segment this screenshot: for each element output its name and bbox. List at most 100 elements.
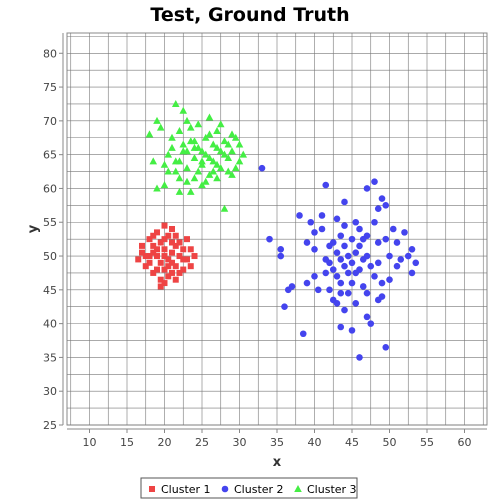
- cluster-1-point: [150, 269, 157, 276]
- cluster-1-point: [146, 259, 153, 266]
- cluster-1-point: [172, 276, 179, 283]
- y-tick-label: 65: [43, 149, 57, 162]
- cluster-2-point: [371, 273, 378, 280]
- cluster-2-point: [341, 262, 348, 270]
- cluster-3-point: [168, 143, 176, 151]
- cluster-3-point: [224, 154, 233, 162]
- cluster-1-point: [142, 253, 149, 260]
- cluster-3-point: [209, 167, 218, 175]
- y-axis-label: y: [26, 224, 41, 233]
- cluster-2-point: [277, 245, 285, 253]
- cluster-1-point: [161, 246, 168, 253]
- legend-box: [140, 477, 358, 499]
- cluster-3-point: [145, 130, 154, 138]
- cluster-1-point: [165, 232, 172, 239]
- cluster-1-point: [169, 269, 175, 276]
- x-axis-label: x: [273, 455, 282, 470]
- cluster-2-point: [363, 185, 371, 192]
- cluster-3-point: [186, 123, 195, 131]
- cluster-2-point: [378, 279, 386, 287]
- cluster-2-point: [401, 229, 408, 236]
- cluster-3-point: [201, 177, 210, 185]
- cluster-2-point: [374, 205, 382, 213]
- x-tick-label: 15: [120, 436, 134, 449]
- cluster-2-point: [303, 239, 311, 246]
- y-tick-label: 55: [43, 216, 57, 229]
- cluster-3-point: [183, 164, 191, 172]
- cluster-1-point: [169, 239, 175, 246]
- cluster-1-point: [184, 256, 190, 263]
- cluster-2-point: [318, 225, 326, 233]
- cluster-1-point: [172, 242, 179, 249]
- cluster-1-point: [172, 232, 179, 239]
- cluster-2-point: [344, 252, 352, 260]
- cluster-2-point: [408, 269, 416, 277]
- cluster-1-point: [191, 253, 198, 260]
- cluster-2-point: [393, 262, 401, 270]
- cluster-3-point: [164, 150, 173, 158]
- cluster-2-point: [356, 242, 363, 250]
- x-tick-label: 30: [233, 436, 247, 449]
- cluster-1-point: [176, 253, 183, 260]
- cluster-3-point: [175, 174, 184, 182]
- cluster-1-point: [187, 263, 194, 270]
- cluster-2-point: [307, 218, 315, 226]
- cluster-2-point: [356, 354, 363, 361]
- cluster-2-point: [322, 269, 330, 277]
- x-tick-label: 55: [420, 436, 434, 449]
- cluster-2-point: [397, 256, 405, 263]
- cluster-1-point: [180, 246, 187, 253]
- cluster-1-point: [154, 253, 160, 260]
- legend-marker-cluster-3: [294, 485, 302, 492]
- cluster-3-point: [183, 116, 191, 124]
- cluster-3-point: [220, 204, 229, 212]
- y-tick-label: 45: [43, 284, 57, 297]
- cluster-2-point: [352, 300, 360, 307]
- cluster-2-point: [352, 249, 360, 256]
- cluster-3-point: [160, 160, 169, 168]
- cluster-2-point: [318, 212, 326, 219]
- cluster-1-point: [146, 253, 153, 260]
- cluster-3-point: [153, 116, 161, 124]
- x-tick-label: 50: [383, 436, 397, 449]
- y-tick-label: 60: [43, 182, 57, 195]
- cluster-2-point: [344, 289, 352, 297]
- y-tick-label: 25: [43, 419, 57, 432]
- cluster-2-point: [382, 235, 390, 243]
- cluster-3-point: [239, 150, 248, 158]
- cluster-3-point: [235, 157, 244, 165]
- y-tick-label: 80: [43, 47, 57, 60]
- cluster-3-point: [231, 133, 240, 141]
- cluster-3-point: [179, 106, 188, 114]
- cluster-2-point: [333, 273, 341, 280]
- cluster-3-point: [205, 154, 214, 162]
- cluster-2-point: [314, 286, 322, 294]
- cluster-3-point: [190, 154, 199, 162]
- cluster-1-point: [157, 239, 164, 246]
- cluster-2-point: [299, 330, 307, 338]
- cluster-3-point: [183, 147, 191, 155]
- cluster-3-point: [194, 120, 203, 128]
- legend-label-cluster-2: Cluster 2: [234, 483, 284, 496]
- cluster-3-point: [216, 120, 225, 128]
- cluster-2-point: [393, 239, 401, 246]
- cluster-1-point: [187, 246, 194, 253]
- cluster-3-point: [160, 181, 169, 189]
- cluster-1-point: [146, 236, 153, 243]
- cluster-2-point: [341, 306, 348, 314]
- cluster-2-point: [333, 249, 341, 256]
- cluster-3-point: [205, 130, 214, 138]
- cluster-1-point: [157, 276, 164, 283]
- cluster-2-point: [311, 229, 318, 236]
- cluster-3-point: [220, 150, 229, 158]
- cluster-3-point: [149, 157, 158, 165]
- cluster-2-point: [378, 195, 386, 202]
- cluster-2-point: [329, 239, 337, 246]
- cluster-2-point: [363, 313, 371, 321]
- legend-label-cluster-1: Cluster 1: [161, 483, 211, 496]
- cluster-2-point: [352, 218, 360, 226]
- cluster-1-point: [169, 259, 175, 266]
- cluster-1-point: [172, 263, 179, 270]
- cluster-2-point: [382, 202, 390, 209]
- cluster-2-point: [386, 276, 393, 283]
